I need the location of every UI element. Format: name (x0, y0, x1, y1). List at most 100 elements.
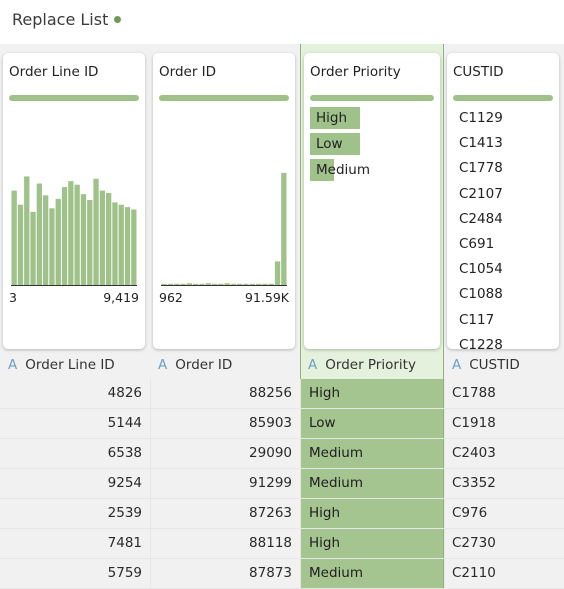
histogram-bar[interactable] (224, 283, 230, 285)
table-row[interactable]: 5759 87873 Medium C2110 (0, 559, 564, 589)
table-cell[interactable]: 5144 (107, 415, 142, 431)
table-row[interactable]: 7481 88118 High C2730 (0, 529, 564, 559)
table-cell[interactable]: 87263 (249, 505, 292, 521)
histogram-bar[interactable] (256, 283, 262, 285)
category-item[interactable]: High (310, 107, 434, 129)
column-header-order-priority[interactable]: A Order Priority (308, 357, 416, 379)
histogram-bar[interactable] (180, 283, 186, 285)
profile-card-custid[interactable]: CUSTID C1129 C1413 C1778 C2107 C2484 C691 C105… (447, 53, 559, 353)
value-item[interactable]: C1088 (459, 286, 503, 303)
column-header-order-id[interactable]: A Order ID (158, 357, 232, 379)
histogram-bar[interactable] (74, 184, 80, 285)
table-cell[interactable]: Medium (301, 439, 443, 468)
histogram-bar[interactable] (274, 261, 281, 285)
histogram-bar[interactable] (80, 194, 87, 285)
value-item[interactable]: C1778 (459, 160, 503, 177)
histogram-chart[interactable] (161, 161, 287, 286)
card-title: Order ID (159, 64, 217, 80)
table-cell[interactable]: C3352 (452, 475, 496, 491)
histogram-bar[interactable] (131, 209, 137, 285)
table-cell[interactable]: 85903 (249, 415, 292, 431)
value-item[interactable]: C2107 (459, 185, 503, 202)
column-header-order-line-id[interactable]: A Order Line ID (8, 357, 115, 379)
table-row[interactable]: 5144 85903 Low C1918 (0, 409, 564, 439)
profile-card-order-id[interactable]: Order ID 962 91.59K (153, 53, 295, 349)
table-row[interactable]: 2539 87263 High C976 (0, 499, 564, 529)
histogram-bar[interactable] (43, 195, 49, 285)
histogram-bar[interactable] (167, 283, 174, 285)
histogram-bar[interactable] (243, 283, 249, 285)
histogram-bar[interactable] (118, 204, 124, 285)
value-item[interactable]: C1413 (459, 135, 503, 152)
table-row[interactable]: 4826 88256 High C1788 (0, 379, 564, 409)
histogram-bar[interactable] (186, 283, 192, 285)
table-cell[interactable]: 5759 (107, 565, 142, 581)
histogram-bar[interactable] (99, 190, 105, 285)
histogram-bar[interactable] (106, 192, 112, 285)
histogram-bar[interactable] (205, 283, 211, 285)
histogram-bar[interactable] (199, 283, 205, 285)
table-row[interactable]: 6538 29090 Medium C2403 (0, 439, 564, 469)
histogram-bar[interactable] (17, 204, 24, 285)
histogram-bar[interactable] (262, 283, 268, 285)
histogram-bar[interactable] (249, 283, 255, 285)
profile-card-order-line-id[interactable]: Order Line ID 3 9,419 (3, 53, 145, 349)
table-cell[interactable]: Low (301, 409, 443, 438)
value-item[interactable]: C1054 (459, 261, 503, 278)
histogram-bar[interactable] (211, 283, 218, 285)
table-cell[interactable]: High (301, 529, 443, 558)
histogram-bar[interactable] (55, 198, 61, 285)
category-item[interactable]: Medium (310, 159, 434, 181)
table-cell[interactable]: C2730 (452, 535, 496, 551)
table-cell[interactable]: 7481 (107, 535, 142, 551)
value-item[interactable]: C2484 (459, 210, 503, 227)
table-cell[interactable]: High (301, 499, 443, 528)
histogram-bar[interactable] (61, 187, 68, 285)
histogram-bar[interactable] (87, 200, 93, 285)
histogram-bar[interactable] (93, 178, 99, 285)
value-item[interactable]: C1129 (459, 110, 503, 126)
table-cell[interactable]: C1918 (452, 415, 496, 431)
table-cell[interactable]: 88118 (249, 535, 292, 551)
histogram-bar[interactable] (193, 283, 199, 285)
profile-card-order-priority[interactable]: Order Priority High Low Medium (304, 53, 440, 349)
histogram-bar[interactable] (124, 207, 131, 285)
value-item[interactable]: C117 (459, 311, 495, 328)
table-cell[interactable]: 88256 (249, 385, 292, 401)
table-cell[interactable]: 2539 (107, 505, 142, 521)
table-cell[interactable]: C976 (452, 505, 488, 521)
category-item[interactable]: Low (310, 133, 434, 155)
histogram-bar[interactable] (112, 202, 118, 285)
histogram-bar[interactable] (68, 181, 74, 285)
histogram-bar[interactable] (161, 283, 167, 285)
histogram-bar[interactable] (24, 176, 30, 285)
histogram-bar[interactable] (268, 283, 274, 285)
histogram-chart[interactable] (11, 161, 137, 286)
table-row[interactable]: 9254 91299 Medium C3352 (0, 469, 564, 499)
histogram-bar[interactable] (36, 183, 42, 285)
table-cell[interactable]: 87873 (249, 565, 292, 581)
table-cell[interactable]: High (301, 379, 443, 408)
histogram-bar[interactable] (230, 283, 237, 285)
histogram-bar[interactable] (11, 190, 17, 285)
table-cell[interactable]: C1788 (452, 385, 496, 401)
table-cell[interactable]: Medium (301, 559, 443, 588)
value-item[interactable]: C1228 (459, 336, 503, 353)
histogram-bar[interactable] (281, 172, 287, 285)
table-cell[interactable]: 91299 (249, 475, 292, 491)
column-header-custid[interactable]: A CUSTID (452, 357, 520, 379)
histogram-bar[interactable] (218, 283, 224, 285)
table-cell[interactable]: C2110 (452, 565, 496, 581)
histogram-bar[interactable] (49, 208, 55, 285)
table-cell[interactable]: Medium (301, 469, 443, 498)
histogram-bar[interactable] (237, 283, 243, 285)
table-cell[interactable]: 29090 (249, 445, 292, 461)
table-cell[interactable]: 9254 (107, 475, 142, 491)
table-cell[interactable]: 6538 (107, 445, 142, 461)
data-profile-panel: Order Line ID 3 9,419 A Order Line ID Ord… (0, 44, 564, 589)
table-cell[interactable]: 4826 (107, 385, 142, 401)
histogram-bar[interactable] (174, 283, 180, 285)
histogram-bar[interactable] (30, 211, 36, 285)
value-item[interactable]: C691 (459, 236, 495, 252)
table-cell[interactable]: C2403 (452, 445, 496, 461)
